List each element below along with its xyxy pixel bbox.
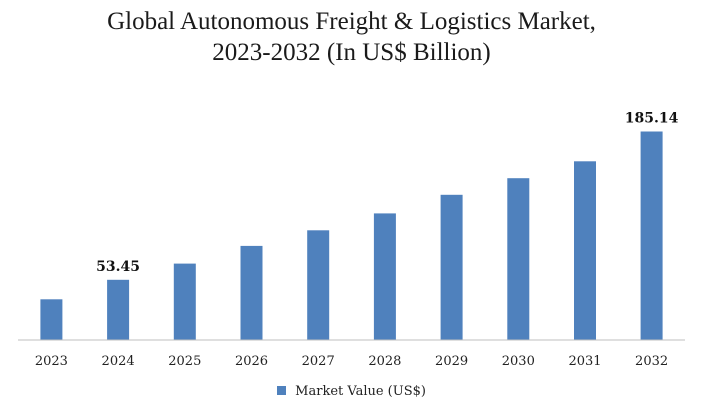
bar-chart: 2023 2024 2025 2026 2027 2028 2029 2030 2031 2032…	[18, 111, 685, 369]
x-tick-label-2028: 2028	[368, 354, 401, 369]
x-tick-label-2032: 2032	[635, 354, 668, 369]
legend-swatch	[277, 386, 287, 395]
bar-2027	[307, 230, 330, 340]
bar-2026	[240, 245, 263, 340]
bar-2025	[173, 263, 196, 340]
bar-2031	[574, 161, 596, 340]
x-tick-label-2025: 2025	[168, 354, 201, 369]
bar-2028	[373, 213, 396, 340]
bar-2029	[440, 194, 463, 340]
chart-title-line-2: 2023-2032 (In US$ Billion)	[212, 39, 491, 66]
data-label-2024: 53.45	[96, 259, 140, 275]
chart-title-line-1: Global Autonomous Freight & Logistics Ma…	[107, 8, 596, 35]
x-tick-label-2030: 2030	[502, 354, 535, 369]
bar-2032	[640, 131, 663, 340]
chart-title: Global Autonomous Freight & Logistics Ma…	[0, 6, 703, 68]
bar-2030	[507, 178, 530, 340]
x-tick-label-2023: 2023	[35, 354, 68, 369]
x-tick-label-2027: 2027	[302, 354, 335, 369]
bar-2024	[107, 279, 130, 340]
x-tick-label-2024: 2024	[102, 354, 135, 369]
x-tick-label-2026: 2026	[235, 354, 268, 369]
x-tick-label-2029: 2029	[435, 354, 468, 369]
data-labels: 53.45 185.14	[96, 111, 678, 275]
legend: Market Value (US$)	[0, 384, 703, 399]
data-label-2032: 185.14	[625, 111, 679, 127]
x-tick-labels: 2023 2024 2025 2026 2027 2028 2029 2030 2031 2032	[35, 354, 668, 369]
legend-label: Market Value (US$)	[295, 384, 426, 399]
bars-group	[40, 131, 663, 340]
x-tick-label-2031: 2031	[568, 354, 601, 369]
bar-2023	[40, 299, 63, 340]
